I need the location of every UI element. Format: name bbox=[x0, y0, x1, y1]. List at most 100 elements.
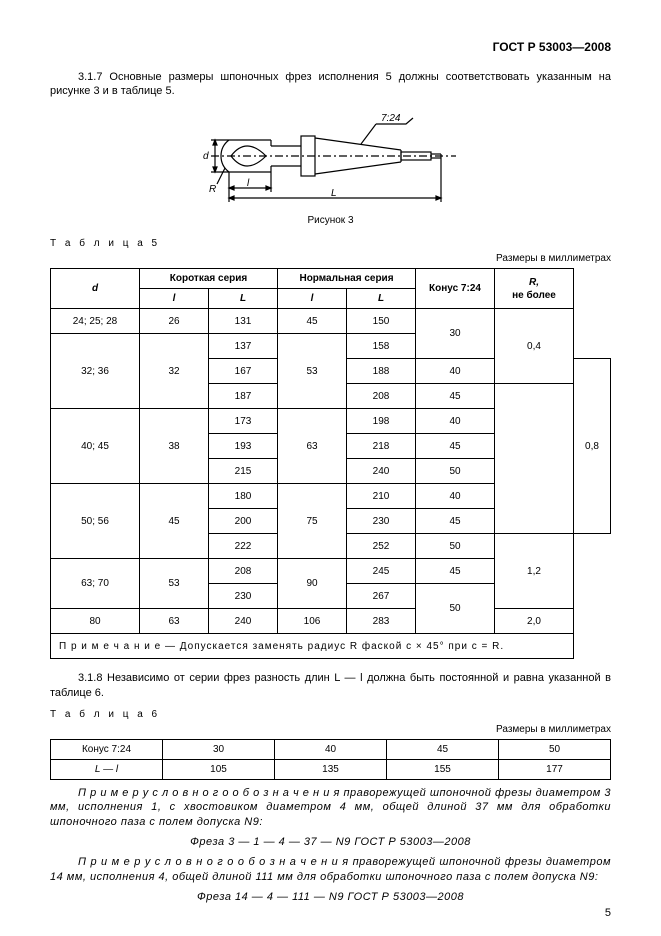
t5-sL: 187 bbox=[209, 384, 278, 409]
t6-c: 45 bbox=[387, 740, 499, 760]
t5-cone: 50 bbox=[416, 459, 495, 484]
figure-3: 7:24 d R l L bbox=[50, 106, 611, 210]
hdr-nL: L bbox=[378, 293, 384, 304]
t5-sl: 38 bbox=[140, 409, 209, 484]
t5-sL: 240 bbox=[209, 609, 278, 634]
hdr-r-sub: не более bbox=[512, 290, 556, 301]
d-label: d bbox=[203, 151, 209, 162]
t5-sl: 26 bbox=[140, 309, 209, 334]
hdr-nl: l bbox=[311, 293, 314, 304]
t6-h: Конус 7:24 bbox=[51, 740, 163, 760]
t5-sL: 137 bbox=[209, 334, 278, 359]
t5-nl: 53 bbox=[278, 334, 347, 409]
t5-nL: 210 bbox=[347, 484, 416, 509]
t5-d: 50; 56 bbox=[51, 484, 140, 559]
t5-nL: 150 bbox=[347, 309, 416, 334]
hdr-d: d bbox=[92, 283, 98, 294]
t5-cone: 30 bbox=[416, 309, 495, 359]
t5-nL: 283 bbox=[347, 609, 416, 634]
t5-cone: 50 bbox=[416, 584, 495, 634]
taper-label: 7:24 bbox=[381, 113, 401, 124]
t5-nL: 158 bbox=[347, 334, 416, 359]
t5-cone: 45 bbox=[416, 559, 495, 584]
t5-cone: 45 bbox=[416, 509, 495, 534]
para-318: 3.1.8 Независимо от серии фрез разность … bbox=[50, 671, 611, 700]
t6-c: 40 bbox=[275, 740, 387, 760]
t6-c: 177 bbox=[499, 760, 611, 780]
t5-cone: 40 bbox=[416, 359, 495, 384]
t5-d: 80 bbox=[51, 609, 140, 634]
t5-nl: 106 bbox=[278, 609, 347, 634]
t5-nL: 218 bbox=[347, 434, 416, 459]
hdr-normal: Нормальная серия bbox=[278, 269, 416, 289]
t6-c: 50 bbox=[499, 740, 611, 760]
t5-cone: 45 bbox=[416, 434, 495, 459]
hdr-r: R, bbox=[529, 277, 539, 288]
t5-cone: 40 bbox=[416, 409, 495, 434]
t5-sL: 222 bbox=[209, 534, 278, 559]
t5-nl: 45 bbox=[278, 309, 347, 334]
para-317: 3.1.7 Основные размеры шпоночных фрез ис… bbox=[50, 70, 611, 99]
t5-nL: 245 bbox=[347, 559, 416, 584]
t5-sL: 131 bbox=[209, 309, 278, 334]
t5-r: 2,0 bbox=[495, 609, 574, 634]
t5-sL: 193 bbox=[209, 434, 278, 459]
table6-title: Т а б л и ц а 6 bbox=[50, 708, 611, 721]
t5-nl: 75 bbox=[278, 484, 347, 559]
t5-r: 0,4 bbox=[495, 309, 574, 384]
hdr-short: Короткая серия bbox=[140, 269, 278, 289]
t5-sL: 180 bbox=[209, 484, 278, 509]
figure-caption: Рисунок 3 bbox=[50, 214, 611, 227]
table6-units: Размеры в миллиметрах bbox=[50, 723, 611, 736]
t5-sL: 208 bbox=[209, 559, 278, 584]
page-container: ГОСТ Р 53003—2008 3.1.7 Основные размеры… bbox=[0, 0, 661, 936]
example-1-text: П р и м е р у с л о в н о г о о б о з н … bbox=[50, 786, 611, 829]
t6-c: 155 bbox=[387, 760, 499, 780]
t5-d: 32; 36 bbox=[51, 334, 140, 409]
document-id: ГОСТ Р 53003—2008 bbox=[50, 40, 611, 56]
t5-r: 1,2 bbox=[495, 534, 574, 609]
example-1-code: Фреза 3 — 1 — 4 — 37 — N9 ГОСТ Р 53003—2… bbox=[50, 835, 611, 849]
t5-cone: 45 bbox=[416, 384, 495, 409]
l-label: l bbox=[247, 178, 250, 189]
table5-title: Т а б л и ц а 5 bbox=[50, 237, 611, 250]
page-number: 5 bbox=[605, 906, 611, 920]
t6-c: 135 bbox=[275, 760, 387, 780]
t5-sl: 45 bbox=[140, 484, 209, 559]
t5-sl: 63 bbox=[140, 609, 209, 634]
t5-nL: 230 bbox=[347, 509, 416, 534]
t5-d: 24; 25; 28 bbox=[51, 309, 140, 334]
mill-drawing-svg: 7:24 d R l L bbox=[201, 106, 461, 206]
example-2-text: П р и м е р у с л о в н о г о о б о з н … bbox=[50, 855, 611, 884]
table-6: Конус 7:24 30 40 45 50 L — l 105 135 155… bbox=[50, 739, 611, 780]
t5-d: 63; 70 bbox=[51, 559, 140, 609]
t5-sl: 32 bbox=[140, 334, 209, 409]
t5-sL: 173 bbox=[209, 409, 278, 434]
t5-sL: 167 bbox=[209, 359, 278, 384]
t5-r: 0,8 bbox=[574, 359, 611, 534]
t5-sL: 215 bbox=[209, 459, 278, 484]
bigl-label: L bbox=[331, 188, 337, 199]
t6-c: 105 bbox=[163, 760, 275, 780]
t5-sL: 230 bbox=[209, 584, 278, 609]
t5-nL: 188 bbox=[347, 359, 416, 384]
hdr-sl: l bbox=[173, 293, 176, 304]
table5-note: П р и м е ч а н и е — Допускается заменя… bbox=[51, 634, 574, 659]
t6-lh: L — l bbox=[95, 764, 118, 775]
t5-nL: 267 bbox=[347, 584, 416, 609]
t5-cone: 50 bbox=[416, 534, 495, 559]
t5-nL: 252 bbox=[347, 534, 416, 559]
hdr-cone: Конус 7:24 bbox=[416, 269, 495, 309]
t5-nl: 63 bbox=[278, 409, 347, 484]
t5-cone: 40 bbox=[416, 484, 495, 509]
t5-nL: 240 bbox=[347, 459, 416, 484]
t5-nL: 208 bbox=[347, 384, 416, 409]
example-2-code: Фреза 14 — 4 — 111 — N9 ГОСТ Р 53003—200… bbox=[50, 890, 611, 904]
hdr-sL: L bbox=[240, 293, 246, 304]
t5-d: 40; 45 bbox=[51, 409, 140, 484]
t5-sl: 53 bbox=[140, 559, 209, 609]
t5-nl: 90 bbox=[278, 559, 347, 609]
t6-c: 30 bbox=[163, 740, 275, 760]
r-label: R bbox=[209, 184, 216, 195]
t5-sL: 200 bbox=[209, 509, 278, 534]
